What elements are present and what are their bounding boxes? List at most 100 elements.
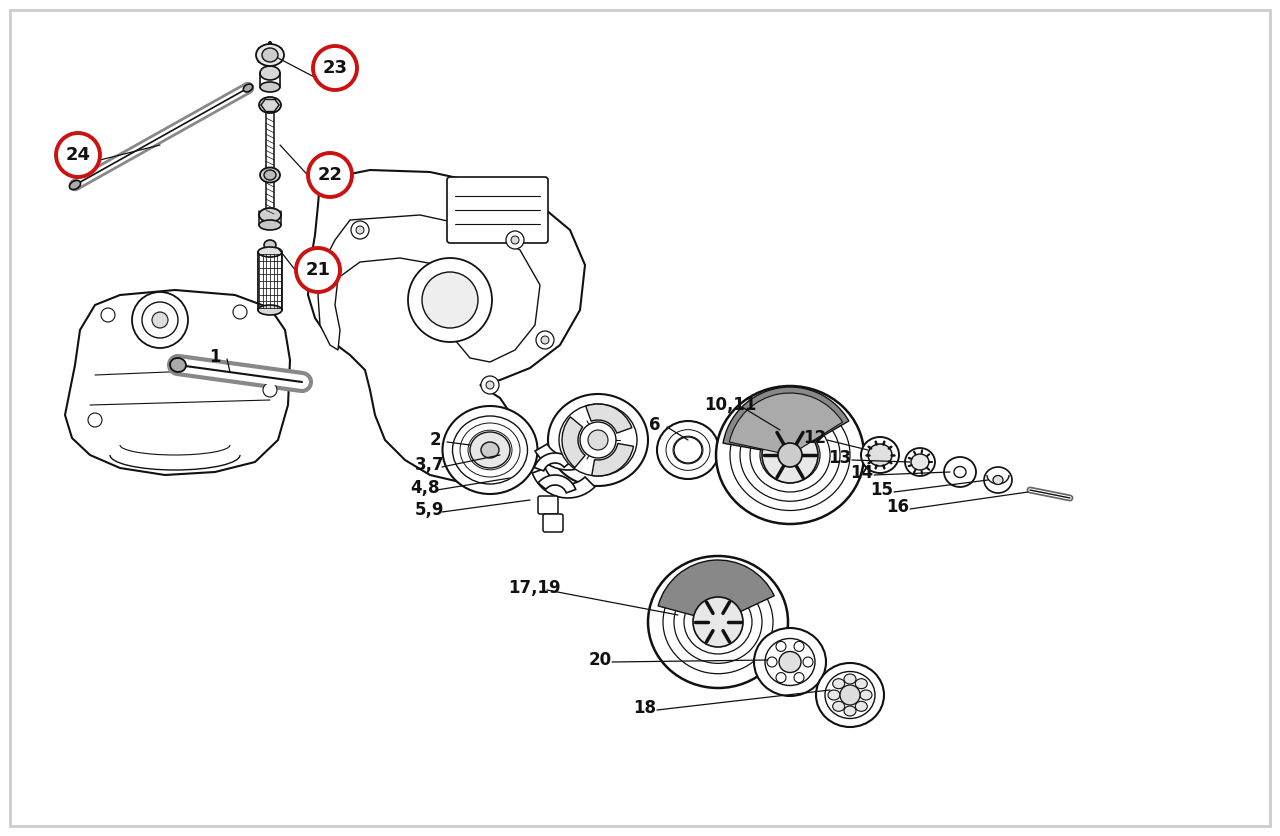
- Circle shape: [776, 641, 786, 651]
- Circle shape: [422, 272, 477, 328]
- Ellipse shape: [905, 448, 934, 476]
- Circle shape: [840, 685, 860, 705]
- Ellipse shape: [780, 651, 801, 672]
- Circle shape: [296, 248, 340, 292]
- Wedge shape: [562, 417, 585, 467]
- Ellipse shape: [243, 84, 252, 92]
- Ellipse shape: [170, 358, 186, 372]
- Ellipse shape: [911, 454, 929, 470]
- Circle shape: [541, 336, 549, 344]
- Ellipse shape: [844, 674, 856, 684]
- Ellipse shape: [826, 671, 876, 718]
- Ellipse shape: [844, 706, 856, 716]
- Ellipse shape: [259, 247, 282, 257]
- Ellipse shape: [945, 457, 977, 487]
- Text: 6: 6: [649, 416, 660, 434]
- Text: 5,9: 5,9: [415, 501, 444, 519]
- Ellipse shape: [855, 679, 868, 689]
- Circle shape: [762, 427, 818, 483]
- Ellipse shape: [262, 48, 278, 62]
- Text: 16: 16: [887, 498, 910, 516]
- Text: 2: 2: [429, 431, 440, 449]
- Circle shape: [486, 381, 494, 389]
- Text: 18: 18: [634, 699, 657, 717]
- Circle shape: [142, 302, 178, 338]
- Ellipse shape: [259, 208, 282, 222]
- Circle shape: [803, 657, 813, 667]
- Ellipse shape: [256, 44, 284, 66]
- Circle shape: [511, 236, 518, 244]
- Ellipse shape: [861, 437, 899, 473]
- Wedge shape: [586, 404, 632, 433]
- Ellipse shape: [716, 386, 864, 524]
- Circle shape: [152, 312, 168, 328]
- Circle shape: [351, 221, 369, 239]
- Circle shape: [101, 308, 115, 322]
- Circle shape: [88, 413, 102, 427]
- Wedge shape: [591, 443, 634, 476]
- Text: 22: 22: [317, 166, 343, 184]
- Ellipse shape: [828, 690, 840, 700]
- Circle shape: [481, 376, 499, 394]
- Circle shape: [588, 430, 608, 450]
- Ellipse shape: [264, 170, 276, 180]
- Ellipse shape: [259, 220, 282, 230]
- Text: 21: 21: [306, 261, 330, 279]
- Ellipse shape: [833, 701, 845, 711]
- Ellipse shape: [868, 444, 892, 466]
- Wedge shape: [534, 453, 572, 471]
- Circle shape: [767, 657, 777, 667]
- FancyBboxPatch shape: [543, 514, 563, 532]
- Ellipse shape: [817, 663, 884, 727]
- Ellipse shape: [260, 82, 280, 92]
- Circle shape: [56, 133, 100, 177]
- Text: 4,8: 4,8: [411, 479, 440, 497]
- Wedge shape: [730, 393, 842, 455]
- Text: 15: 15: [870, 481, 893, 499]
- Ellipse shape: [481, 442, 499, 458]
- Circle shape: [778, 443, 803, 467]
- Ellipse shape: [264, 240, 276, 250]
- Ellipse shape: [559, 404, 637, 476]
- Ellipse shape: [860, 690, 872, 700]
- Text: 10,11: 10,11: [704, 396, 756, 414]
- Text: 13: 13: [828, 449, 851, 467]
- Wedge shape: [535, 444, 600, 470]
- Polygon shape: [317, 215, 540, 362]
- Circle shape: [308, 153, 352, 197]
- Ellipse shape: [765, 639, 815, 686]
- Circle shape: [536, 331, 554, 349]
- Text: 12: 12: [804, 429, 827, 447]
- Wedge shape: [658, 560, 774, 622]
- Circle shape: [506, 231, 524, 249]
- Circle shape: [132, 292, 188, 348]
- Text: 17,19: 17,19: [508, 579, 562, 597]
- FancyBboxPatch shape: [447, 177, 548, 243]
- Ellipse shape: [443, 406, 538, 494]
- Circle shape: [408, 258, 492, 342]
- Ellipse shape: [648, 556, 788, 688]
- Circle shape: [776, 673, 786, 682]
- Circle shape: [233, 305, 247, 319]
- Polygon shape: [308, 170, 585, 482]
- Circle shape: [692, 597, 742, 647]
- Ellipse shape: [993, 476, 1004, 485]
- Text: 14: 14: [850, 464, 873, 482]
- Wedge shape: [723, 387, 849, 455]
- Text: 3,7: 3,7: [415, 456, 445, 474]
- Ellipse shape: [754, 628, 826, 696]
- Ellipse shape: [453, 416, 527, 484]
- Circle shape: [794, 673, 804, 682]
- Ellipse shape: [548, 394, 648, 486]
- Ellipse shape: [260, 167, 280, 182]
- Circle shape: [356, 226, 364, 234]
- Wedge shape: [538, 475, 576, 493]
- Ellipse shape: [984, 467, 1012, 493]
- Text: 20: 20: [589, 651, 612, 669]
- Ellipse shape: [259, 97, 282, 113]
- Ellipse shape: [833, 679, 845, 689]
- Circle shape: [580, 422, 616, 458]
- Ellipse shape: [470, 432, 509, 468]
- Text: 24: 24: [65, 146, 91, 164]
- Polygon shape: [65, 290, 291, 475]
